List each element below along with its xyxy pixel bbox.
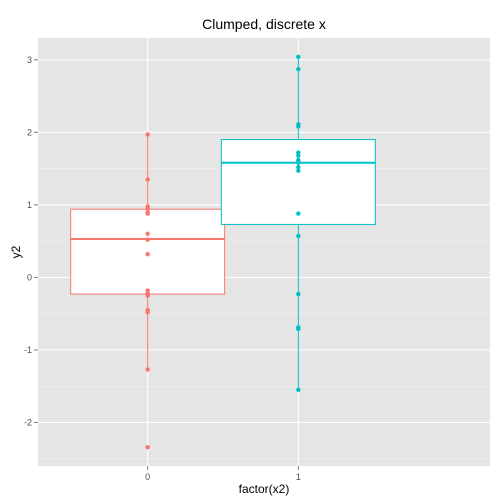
data-point xyxy=(296,66,301,72)
y-axis-title: y2 xyxy=(9,245,23,258)
data-point xyxy=(296,211,301,216)
y-tick-label: 0 xyxy=(27,272,32,282)
x-tick-label: 1 xyxy=(296,472,301,482)
chart-title: Clumped, discrete x xyxy=(202,16,326,32)
y-tick-label: -2 xyxy=(24,417,32,427)
data-point xyxy=(296,164,301,170)
data-point xyxy=(145,293,150,298)
data-point xyxy=(296,168,301,173)
data-point xyxy=(296,326,301,332)
x-axis-title: factor(x2) xyxy=(239,482,290,496)
y-tick-label: -1 xyxy=(24,345,32,355)
y-tick-label: 3 xyxy=(27,55,32,65)
points-layer xyxy=(145,54,301,450)
minor-gridlines xyxy=(38,95,490,460)
data-point xyxy=(145,237,150,242)
y-axis-ticks: -2 -1 0 1 2 3 xyxy=(24,55,38,427)
data-point xyxy=(296,124,301,129)
data-point xyxy=(296,153,301,158)
data-point xyxy=(145,231,150,237)
data-point xyxy=(145,206,150,211)
data-point xyxy=(145,367,150,372)
box xyxy=(70,208,226,295)
data-point xyxy=(296,387,301,393)
data-point xyxy=(145,251,150,257)
x-tick-label: 0 xyxy=(145,472,150,482)
data-point xyxy=(296,291,301,297)
y-tick-label: 2 xyxy=(27,127,32,137)
data-point xyxy=(296,54,301,60)
y-tick-label: 1 xyxy=(27,200,32,210)
data-point xyxy=(145,444,150,450)
data-point xyxy=(145,211,150,216)
data-point xyxy=(296,160,301,165)
data-point xyxy=(145,132,150,137)
major-gridlines xyxy=(38,38,490,466)
data-point xyxy=(145,310,150,315)
data-point xyxy=(145,177,150,182)
data-point xyxy=(296,233,301,239)
